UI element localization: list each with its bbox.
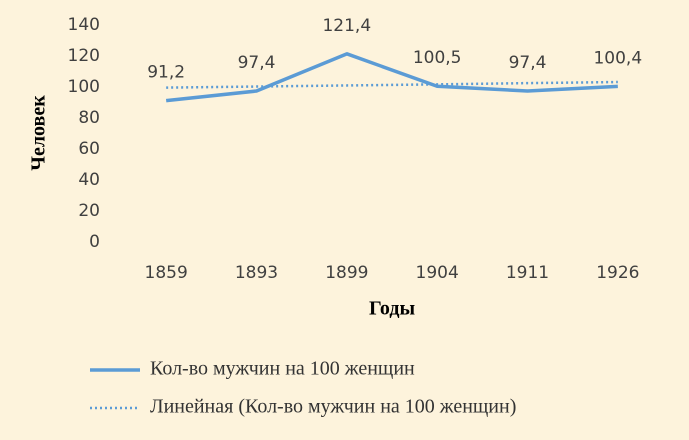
data-line [165,52,618,103]
y-tick-label: 20 [78,201,100,221]
y-tick-label: 60 [78,139,100,159]
x-tick-label: 1904 [416,263,459,283]
data-label: 97,4 [509,53,547,73]
trendline [166,80,618,89]
x-tick-label: 1859 [145,263,188,283]
data-label: 100,4 [593,48,642,68]
x-axis-title: Годы [369,298,416,320]
y-tick-label: 0 [89,232,100,252]
x-tick-label: 1893 [235,263,278,283]
y-tick-label: 80 [78,108,100,128]
y-tick-label: 100 [68,77,100,97]
y-tick-label: 40 [78,170,100,190]
data-label: 91,2 [147,63,185,83]
legend-label: Кол-во мужчин на 100 женщин [150,358,415,380]
x-tick-label: 1899 [325,263,368,283]
data-label: 121,4 [322,16,371,36]
y-tick-label: 120 [68,46,100,66]
legend-label: Линейная (Кол-во мужчин на 100 женщин) [150,396,516,418]
x-tick-label: 1926 [596,263,639,283]
y-tick-label: 140 [68,15,100,35]
x-tick-label: 1911 [506,263,549,283]
y-axis-title: Человек [28,95,50,171]
data-label: 97,4 [238,53,276,73]
data-label: 100,5 [413,48,462,68]
